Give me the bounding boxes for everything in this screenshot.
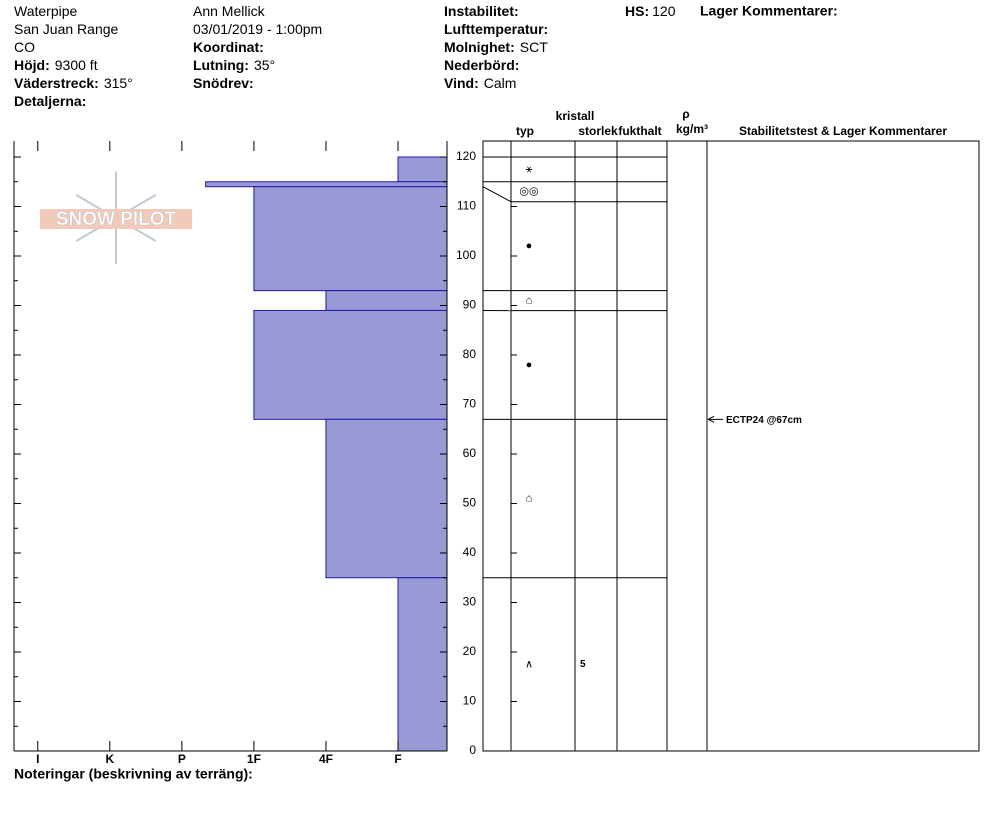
hardness-layer <box>205 181 448 188</box>
header-field: Snödrev: <box>193 75 254 91</box>
header-field: Waterpipe <box>14 3 78 19</box>
field-value: Ann Mellick <box>193 3 266 19</box>
grain-type: ◎◎ <box>519 186 538 198</box>
field-value: Calm <box>484 75 517 91</box>
field-value: SCT <box>520 39 548 55</box>
comments-label: Lager Kommentarer: <box>700 3 838 19</box>
y-tick-label: 70 <box>463 397 477 411</box>
test-arrowhead <box>707 415 715 423</box>
column-header: kg/m³ <box>676 122 708 136</box>
hardness-layer <box>397 577 448 752</box>
x-tick-label: P <box>178 752 186 766</box>
hs-value: 120 <box>652 3 676 19</box>
header-field: CO <box>14 39 35 55</box>
field-value: San Juan Range <box>14 21 119 37</box>
column-header: storlek <box>578 124 618 138</box>
grain-type: ∧ <box>525 658 533 670</box>
field-value: CO <box>14 39 35 55</box>
y-tick-label: 40 <box>463 545 477 559</box>
y-tick-label: 120 <box>456 149 476 163</box>
notes-label: Noteringar (beskrivning av terräng): <box>14 766 253 782</box>
y-tick-label: 20 <box>463 644 477 658</box>
hardness-layer <box>325 290 448 311</box>
hs: HS: 120 <box>625 3 676 19</box>
grain-type: ⌂ <box>526 492 533 504</box>
grain-type: ⚹ <box>526 163 533 175</box>
header-field: San Juan Range <box>14 21 119 37</box>
y-tick-label: 50 <box>463 496 477 510</box>
hardness-layer <box>325 418 448 579</box>
header-field: Ann Mellick <box>193 3 266 19</box>
logo-band <box>40 209 192 229</box>
y-tick-label: 100 <box>456 248 476 262</box>
field-label: Lutning: <box>193 57 249 73</box>
header-field: Lutning: 35° <box>193 57 275 73</box>
x-tick-label: 1F <box>247 752 261 766</box>
header-field: Väderstreck: 315° <box>14 75 133 91</box>
field-label: Molnighet: <box>444 39 515 55</box>
y-tick-label: 0 <box>469 743 476 757</box>
header-field: Instabilitet: <box>444 3 519 19</box>
logo-text: SNOW PILOT <box>56 209 177 230</box>
field-label: Instabilitet: <box>444 3 519 19</box>
y-tick-label: 110 <box>457 199 476 213</box>
test-label: ECTP24 @67cm <box>726 415 802 426</box>
header-field: Detaljerna: <box>14 93 86 109</box>
header-field: Höjd: 9300 ft <box>14 57 98 73</box>
field-label: Väderstreck: <box>14 75 99 91</box>
field-label: Nederbörd: <box>444 57 519 73</box>
y-tick-label: 90 <box>463 298 477 312</box>
field-label: Snödrev: <box>193 75 254 91</box>
hs-label: HS: <box>625 3 649 19</box>
header-field: Molnighet: SCT <box>444 39 548 55</box>
x-tick-label: I <box>36 752 39 766</box>
field-value: 9300 ft <box>55 57 98 73</box>
field-label: Detaljerna: <box>14 93 86 109</box>
y-tick-label: 10 <box>463 694 477 708</box>
y-tick-label: 30 <box>463 595 477 609</box>
field-label: Vind: <box>444 75 479 91</box>
column-header: fukthalt <box>618 124 661 138</box>
field-value: 315° <box>104 75 133 91</box>
grain-type: ● <box>526 359 533 371</box>
hardness-layer <box>253 309 448 420</box>
hardness-layer <box>397 156 448 183</box>
field-label: Lufttemperatur: <box>444 21 548 37</box>
x-tick-label: 4F <box>319 752 333 766</box>
column-header: typ <box>516 124 534 138</box>
column-header: kristall <box>556 109 595 123</box>
field-label: Koordinat: <box>193 39 264 55</box>
grain-type: ● <box>526 240 533 252</box>
header-field: 03/01/2019 - 1:00pm <box>193 21 322 37</box>
grain-type: ⌂ <box>526 295 533 307</box>
logo: SNOW PILOT <box>40 172 192 264</box>
y-tick-label: 80 <box>463 347 477 361</box>
y-tick-label: 60 <box>463 446 477 460</box>
field-label: Höjd: <box>14 57 50 73</box>
header-field: Koordinat: <box>193 39 264 55</box>
header-field: Nederbörd: <box>444 57 519 73</box>
x-tick-label: K <box>105 752 114 766</box>
header-field: Vind: Calm <box>444 75 516 91</box>
hardness-layer <box>253 186 448 292</box>
field-value: 03/01/2019 - 1:00pm <box>193 21 322 37</box>
table-frame <box>482 140 980 752</box>
grain-size: 5 <box>580 659 586 670</box>
header-field: Lufttemperatur: <box>444 21 548 37</box>
column-header: Stabilitetstest & Lager Kommentarer <box>739 124 947 138</box>
layer-boundary <box>482 186 512 203</box>
field-value: 35° <box>254 57 275 73</box>
field-value: Waterpipe <box>14 3 78 19</box>
x-tick-label: F <box>394 752 401 766</box>
column-header: ρ <box>682 107 689 121</box>
